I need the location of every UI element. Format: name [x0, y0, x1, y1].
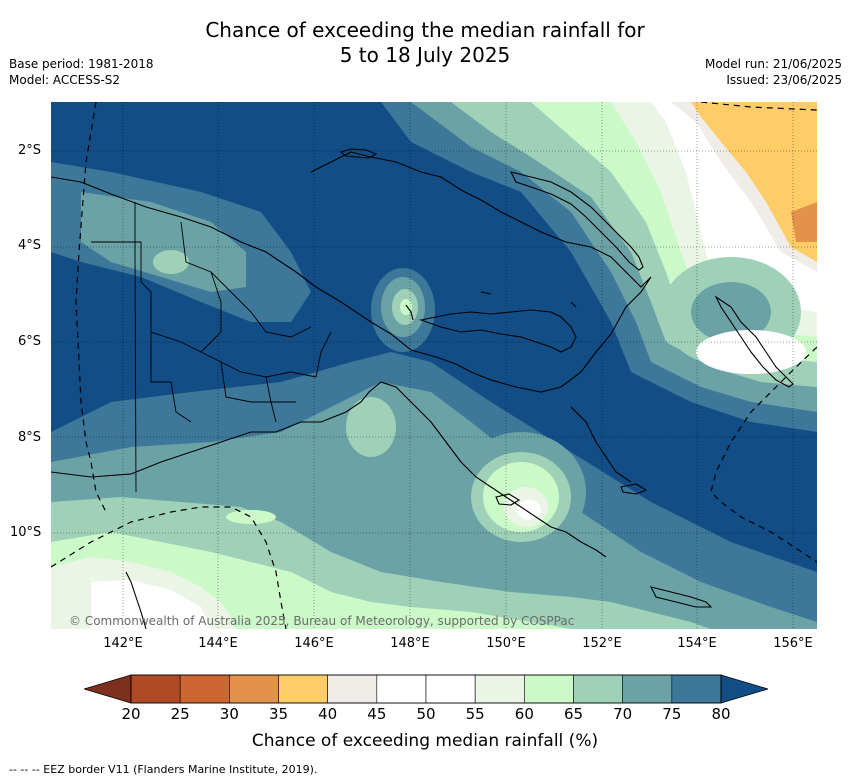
shade-gulf-light-2: [226, 510, 276, 524]
colorbar-cell: [278, 674, 328, 704]
colorbar-tick-label: 35: [268, 705, 289, 723]
colorbar-tick-label: 70: [613, 705, 633, 723]
colorbar-cell: [524, 674, 574, 704]
lon-label-150e: 150°E: [486, 636, 526, 651]
colorbar-under-arrow: [84, 674, 132, 704]
lon-label-148e: 148°E: [390, 636, 430, 651]
shade-bougainville-moderate: [691, 282, 771, 342]
shade-south-white: [91, 580, 211, 629]
model-name: Model: ACCESS-S2: [9, 73, 121, 87]
coastline-woodlark: [620, 483, 648, 495]
meta-left: Base period: 1981-2018 Model: ACCESS-S2: [9, 56, 154, 88]
meta-right: Model run: 21/06/2025 Issued: 23/06/2025: [705, 56, 842, 88]
colorbar-tick-label: 45: [367, 705, 387, 723]
lon-label-146e: 146°E: [294, 636, 334, 651]
colorbar-cell: [671, 674, 722, 704]
shade-sepik-light: [153, 250, 189, 274]
eez-border-ne: [700, 102, 817, 111]
coastline-louisiade: [649, 586, 713, 608]
eez-border-south: [51, 506, 287, 629]
shade-sepik-moderate: [81, 192, 246, 292]
copyright-notice: © Commonwealth of Australia 2025, Bureau…: [69, 614, 575, 628]
colorbar-tick-label: 25: [170, 705, 190, 723]
coastline-small-islands: [405, 291, 577, 321]
province-borders: [91, 221, 332, 423]
colorbar-frame: [130, 674, 722, 704]
colorbar-cell: [376, 674, 427, 704]
colorbar-tick-label: 75: [662, 705, 682, 723]
coastline-new-ireland: [509, 171, 644, 271]
coastline-south: [51, 381, 607, 558]
eez-border-east: [710, 346, 817, 563]
coastline-new-britain: [418, 309, 577, 353]
lon-label-144e: 144°E: [198, 636, 238, 651]
issued-date: Issued: 23/06/2025: [726, 73, 842, 87]
lon-label-156e: 156°E: [773, 636, 813, 651]
coastline-bougainville: [714, 295, 794, 388]
colorbar: [84, 674, 768, 704]
colorbar-tick-label: 40: [318, 705, 338, 723]
rainfall-map: [51, 102, 817, 629]
lat-label-10s: 10°S: [10, 525, 42, 540]
shade-gulf-light: [346, 397, 396, 457]
model-run: Model run: 21/06/2025: [704, 57, 842, 71]
shade-newbritain-green: [400, 299, 412, 315]
chart-title: Chance of exceeding the median rainfall …: [0, 18, 850, 68]
shade-ne-drier: [791, 202, 817, 242]
colorbar-tick-label: 80: [711, 705, 731, 723]
lat-label-8s: 8°S: [18, 430, 42, 445]
colorbar-cell: [179, 674, 230, 704]
lon-label-154e: 154°E: [677, 636, 717, 651]
shade-ne-dry: [691, 102, 817, 262]
png-border: [134, 202, 137, 493]
colorbar-cell: [474, 674, 525, 704]
lon-label-142e: 142°E: [103, 636, 143, 651]
colorbar-cell: [425, 674, 476, 704]
colorbar-tick-label: 65: [563, 705, 584, 723]
colorbar-tick-label: 50: [416, 705, 436, 723]
colorbar-tick-label: 20: [121, 705, 141, 723]
title-line-2: 5 to 18 July 2025: [339, 43, 511, 67]
colorbar-over-arrow: [720, 674, 768, 704]
colorbar-label: Chance of exceeding median rainfall (%): [251, 731, 599, 751]
coastline-cape-york: [125, 571, 147, 629]
colorbar-cell: [130, 674, 181, 704]
lat-label-6s: 6°S: [18, 334, 42, 349]
footnote: -- -- -- EEZ border V11 (Flanders Marine…: [9, 763, 318, 776]
lat-label-4s: 4°S: [18, 238, 42, 253]
coastline-trobriand: [495, 493, 521, 506]
colorbar-cell: [229, 674, 279, 704]
colorbar-tick-label: 30: [219, 705, 239, 723]
lat-label-2s: 2°S: [18, 143, 42, 158]
lon-label-152e: 152°E: [582, 636, 622, 651]
coastline-manus: [339, 148, 378, 159]
colorbar-cell: [573, 674, 623, 704]
colorbar-cell: [327, 674, 378, 704]
shade-milnebay-white: [517, 500, 541, 520]
title-line-1: Chance of exceeding the median rainfall …: [205, 18, 645, 42]
colorbar-cell: [622, 674, 673, 704]
colorbar-tick-label: 55: [465, 705, 485, 723]
colorbar-tick-label: 60: [514, 705, 534, 723]
base-period: Base period: 1981-2018: [9, 57, 154, 71]
